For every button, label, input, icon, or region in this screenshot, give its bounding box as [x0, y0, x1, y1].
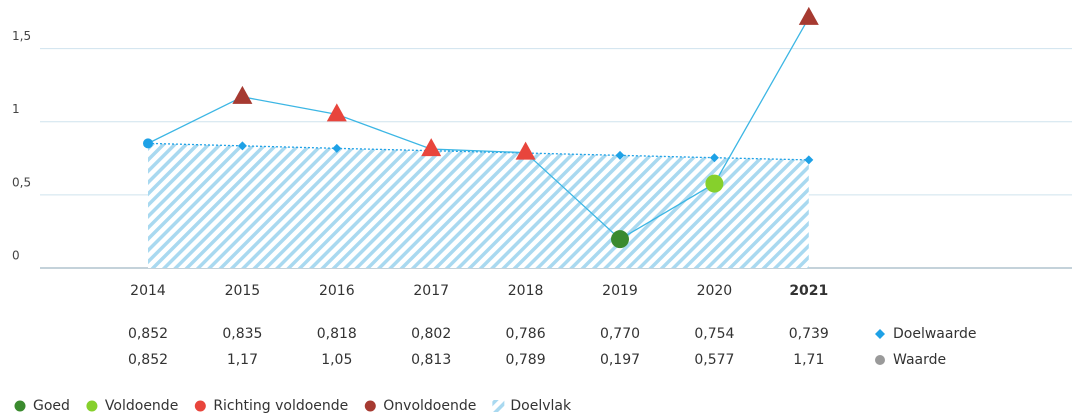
- target-marker: [615, 150, 625, 160]
- value-line: [147, 17, 810, 240]
- legend-marker: [194, 400, 206, 412]
- legend-marker: [875, 329, 885, 339]
- legend-label: Richting voldoende: [213, 398, 348, 414]
- legend-marker: [875, 355, 885, 365]
- x-tick-label: 2017: [413, 283, 449, 299]
- y-tick-label: 0,5: [12, 175, 31, 189]
- y-tick-label: 1: [12, 102, 20, 116]
- value-label: 0,813: [411, 352, 451, 368]
- legend-marker: [492, 400, 505, 412]
- target-marker: [804, 155, 814, 165]
- legend-label: Onvoldoende: [383, 398, 476, 414]
- legend-marker: [14, 400, 26, 412]
- legend-marker: [86, 400, 98, 412]
- value-marker: [232, 85, 253, 104]
- value-label: 0,770: [600, 326, 640, 342]
- target-marker: [709, 153, 719, 163]
- value-label: 0,786: [506, 326, 546, 342]
- y-tick-label: 1,5: [12, 29, 31, 43]
- value-label: 0,577: [694, 352, 734, 368]
- value-label: 0,818: [317, 326, 357, 342]
- value-label: 0,197: [600, 352, 640, 368]
- legend-label: Waarde: [893, 352, 946, 368]
- x-tick-label: 2014: [130, 283, 166, 299]
- x-tick-label: 2021: [789, 283, 828, 299]
- value-marker: [326, 103, 347, 122]
- value-label: 1,17: [227, 352, 258, 368]
- value-label: 0,835: [222, 326, 262, 342]
- value-marker: [421, 138, 442, 157]
- legend-label: Doelwaarde: [893, 326, 976, 342]
- legend-marker: [364, 400, 376, 412]
- y-tick-label: 0: [12, 249, 20, 263]
- legend-label: Voldoende: [105, 398, 178, 414]
- target-marker: [237, 141, 247, 151]
- value-marker: [705, 174, 724, 193]
- x-tick-label: 2020: [697, 283, 733, 299]
- value-label: 0,739: [789, 326, 829, 342]
- value-label: 0,852: [128, 352, 168, 368]
- x-tick-label: 2019: [602, 283, 638, 299]
- target-area: [148, 143, 809, 268]
- value-marker: [515, 141, 536, 160]
- x-tick-label: 2016: [319, 283, 355, 299]
- x-tick-label: 2018: [508, 283, 544, 299]
- value-label: 0,852: [128, 326, 168, 342]
- legend-label: Goed: [33, 398, 70, 414]
- x-tick-label: 2015: [225, 283, 261, 299]
- value-label: 0,789: [506, 352, 546, 368]
- value-label: 0,754: [694, 326, 734, 342]
- value-marker: [611, 230, 629, 249]
- value-label: 1,05: [321, 352, 352, 368]
- target-marker: [332, 143, 342, 153]
- legend-label: Doelvlak: [510, 398, 572, 414]
- value-marker: [143, 138, 153, 149]
- value-marker: [798, 6, 819, 25]
- value-label: 0,802: [411, 326, 451, 342]
- value-label: 1,71: [793, 352, 824, 368]
